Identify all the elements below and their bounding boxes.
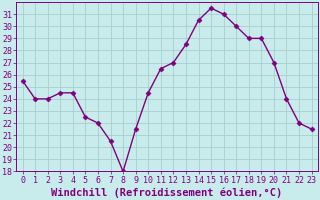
X-axis label: Windchill (Refroidissement éolien,°C): Windchill (Refroidissement éolien,°C)	[52, 187, 283, 198]
